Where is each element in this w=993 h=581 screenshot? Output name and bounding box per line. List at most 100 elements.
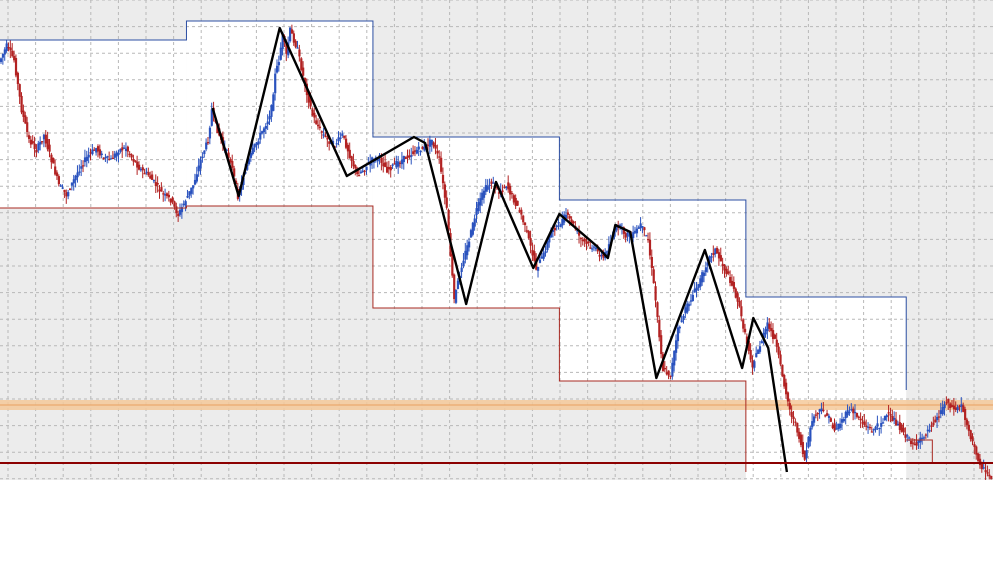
bear-candle xyxy=(311,109,314,116)
bear-candle xyxy=(328,141,331,144)
bear-candle xyxy=(520,209,523,215)
extra-channel-line xyxy=(906,439,933,462)
bull-candle xyxy=(95,148,98,153)
bull-candle xyxy=(561,218,564,226)
zigzag-line xyxy=(211,26,789,473)
bull-candle xyxy=(896,423,900,426)
bull-candle xyxy=(936,416,939,420)
bear-candle xyxy=(408,155,411,158)
bear-candle xyxy=(650,256,653,268)
bull-candle xyxy=(706,262,709,266)
bull-candle xyxy=(266,121,269,125)
bull-candle xyxy=(3,49,6,55)
bull-candle xyxy=(397,161,400,167)
bull-candle xyxy=(615,226,618,231)
bear-candle xyxy=(206,142,210,144)
bull-candle xyxy=(85,156,88,161)
bull-candle xyxy=(225,149,228,151)
bear-candle xyxy=(137,164,141,170)
bear-candle xyxy=(350,156,353,162)
bear-candle xyxy=(514,197,517,206)
bear-candle xyxy=(785,382,788,395)
bear-candle xyxy=(68,188,72,190)
bear-candle xyxy=(895,419,898,426)
bull-candle xyxy=(546,241,549,251)
bear-candle xyxy=(9,47,12,51)
bull-candle xyxy=(600,254,603,257)
bull-candle xyxy=(548,235,551,243)
bull-candle xyxy=(415,149,419,154)
bear-candle xyxy=(977,453,980,461)
bear-candle xyxy=(790,411,793,417)
bull-candle xyxy=(564,215,568,219)
bull-candle xyxy=(272,94,275,111)
bull-candle xyxy=(464,250,467,260)
bull-candle xyxy=(893,417,896,420)
bear-candle xyxy=(749,350,752,360)
bull-candle xyxy=(468,241,471,248)
bull-candle xyxy=(361,170,364,172)
bull-candle xyxy=(152,180,156,182)
bull-candle xyxy=(70,182,74,186)
bull-candle xyxy=(820,408,823,412)
bull-candle xyxy=(274,73,277,94)
bull-candle xyxy=(335,143,338,145)
bear-candle xyxy=(320,131,323,133)
bull-candle xyxy=(619,224,622,226)
bear-candle xyxy=(128,153,131,155)
bull-candle xyxy=(637,227,640,229)
bull-candle xyxy=(456,280,460,289)
bull-candle xyxy=(686,303,689,313)
bear-candle xyxy=(581,239,584,242)
bull-candle xyxy=(106,156,109,158)
bear-candle xyxy=(231,161,234,168)
bull-candle xyxy=(839,423,842,428)
bear-candle xyxy=(781,364,784,377)
bull-candle xyxy=(395,161,398,168)
bull-candle xyxy=(479,198,482,206)
bear-candle xyxy=(870,431,873,433)
bull-candle xyxy=(559,224,562,228)
bear-candle xyxy=(412,151,415,154)
bear-candle xyxy=(949,403,952,408)
bull-candle xyxy=(555,225,558,228)
bear-candle xyxy=(643,227,646,231)
bull-candle xyxy=(270,105,273,117)
bear-candle xyxy=(975,446,978,455)
bear-candle xyxy=(740,306,743,317)
bull-candle xyxy=(179,209,182,215)
bear-candle xyxy=(363,170,366,172)
bear-candle xyxy=(945,402,948,404)
bear-candle xyxy=(744,328,747,333)
bear-candle xyxy=(734,288,737,298)
bull-candle xyxy=(876,423,879,427)
bear-candle xyxy=(904,434,907,438)
bull-candle xyxy=(673,351,676,366)
bull-candle xyxy=(473,218,476,227)
bull-candle xyxy=(594,247,598,250)
bull-candle xyxy=(708,256,711,263)
bear-candle xyxy=(516,200,519,206)
bear-candle xyxy=(292,33,295,43)
bear-candle xyxy=(132,158,135,162)
bull-candle xyxy=(908,437,911,439)
bear-candle xyxy=(309,97,312,107)
bull-candle xyxy=(542,252,545,259)
bull-candle xyxy=(253,144,256,148)
bull-candle xyxy=(917,439,920,444)
bull-candle xyxy=(926,429,929,432)
bear-candle xyxy=(380,157,383,163)
bull-candle xyxy=(123,147,126,149)
bull-candle xyxy=(471,222,474,235)
bear-candle xyxy=(160,187,163,192)
bull-candle xyxy=(811,421,814,428)
bear-candle xyxy=(833,423,836,431)
bear-candle xyxy=(725,268,728,275)
bull-candle xyxy=(854,411,857,414)
bear-candle xyxy=(143,173,146,175)
bear-candle xyxy=(660,335,663,355)
bear-candle xyxy=(647,238,650,241)
bear-candle xyxy=(768,323,771,329)
bear-candle xyxy=(984,470,987,473)
